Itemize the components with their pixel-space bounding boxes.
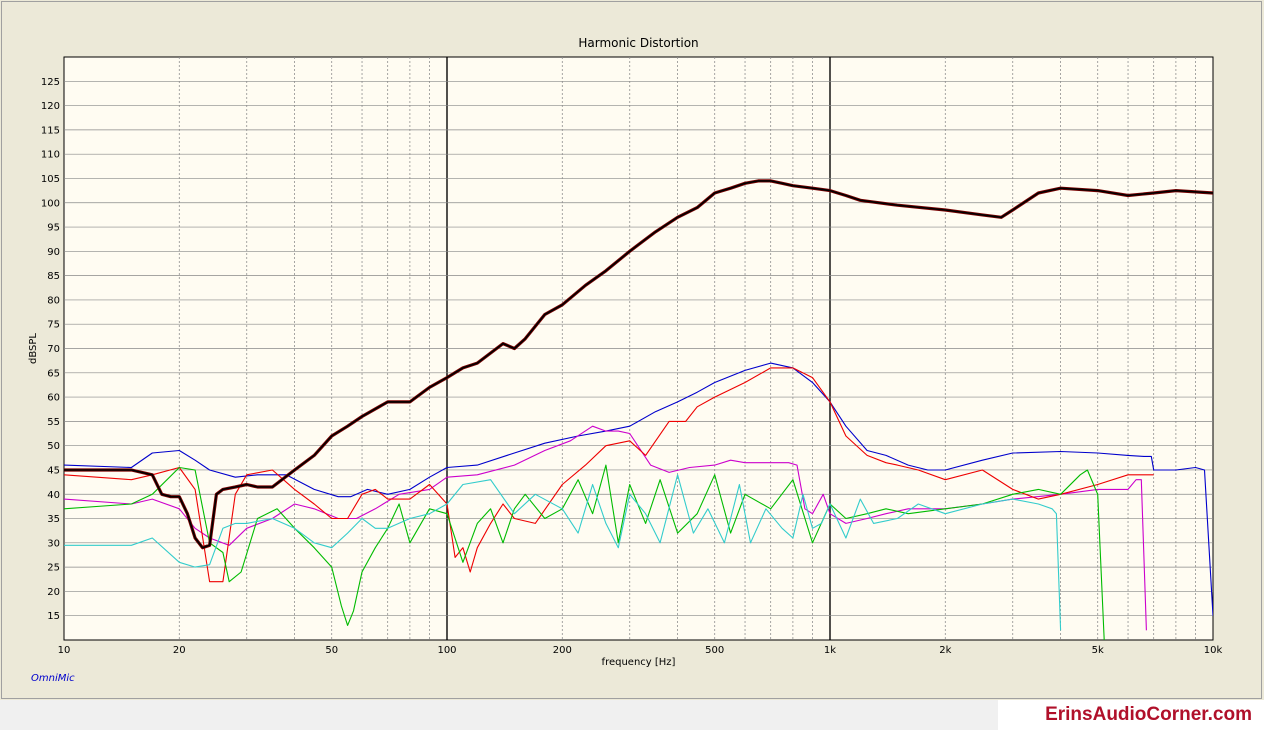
series-group <box>64 179 1213 640</box>
y-tick-label: 100 <box>41 198 60 209</box>
y-tick-label: 60 <box>47 393 60 404</box>
y-tick-label: 115 <box>41 125 60 136</box>
series-line-1 <box>64 362 1213 616</box>
watermark-bar: ErinsAudioCorner.com <box>0 700 1264 730</box>
y-tick-label: 125 <box>41 77 60 88</box>
y-tick-label: 95 <box>47 223 60 234</box>
watermark-text: ErinsAudioCorner.com <box>1045 704 1252 725</box>
grid-lines <box>64 57 1213 640</box>
y-tick-label: 80 <box>47 295 60 306</box>
y-tick-label: 20 <box>47 587 60 598</box>
chart-title: Harmonic Distortion <box>578 36 698 50</box>
series-line-4 <box>64 464 1105 640</box>
harmonic-distortion-chart: 1520253035404550556065707580859095100105… <box>28 36 1223 668</box>
x-tick-label: 500 <box>705 645 724 656</box>
x-tick-label: 10k <box>1204 645 1223 656</box>
chart-frame <box>1 1 1262 699</box>
y-tick-label: 15 <box>47 611 60 622</box>
series-line-5 <box>64 474 1062 631</box>
x-tick-label: 1k <box>824 645 836 656</box>
series-line-fundamental <box>64 180 1213 549</box>
x-tick-label: 2k <box>939 645 951 656</box>
y-tick-label: 30 <box>47 538 60 549</box>
x-tick-label: 5k <box>1092 645 1104 656</box>
y-tick-label: 105 <box>41 174 60 185</box>
x-tick-label: 10 <box>58 645 71 656</box>
y-tick-labels: 15 20 25 30 35 40 45 50 55 60 65 70 75 80 85 90 95 100 105… <box>41 77 60 622</box>
x-tick-labels: 10 20 50 100 200 500 1k 2k 5k 10k <box>58 645 1223 656</box>
watermark-gray-strip <box>0 700 998 730</box>
y-tick-label: 110 <box>41 150 60 161</box>
y-tick-label: 50 <box>47 441 60 452</box>
x-tick-label: 200 <box>553 645 572 656</box>
series-line-3 <box>64 367 1154 583</box>
y-tick-label: 70 <box>47 344 60 355</box>
y-tick-label: 45 <box>47 465 60 476</box>
y-tick-label: 75 <box>47 320 60 331</box>
y-tick-label: 55 <box>47 417 60 428</box>
x-axis-label: frequency [Hz] <box>602 657 676 668</box>
x-tick-label: 100 <box>437 645 456 656</box>
y-tick-label: 90 <box>47 247 60 258</box>
y-tick-label: 120 <box>41 101 60 112</box>
y-tick-label: 65 <box>47 368 60 379</box>
y-tick-label: 85 <box>47 271 60 282</box>
y-tick-label: 35 <box>47 514 60 525</box>
omnimic-brand-label: OmniMic <box>31 673 75 684</box>
y-axis-label: dBSPL <box>28 333 39 364</box>
y-tick-label: 40 <box>47 490 60 501</box>
y-tick-label: 25 <box>47 563 60 574</box>
x-tick-label: 20 <box>173 645 186 656</box>
x-tick-label: 50 <box>325 645 338 656</box>
